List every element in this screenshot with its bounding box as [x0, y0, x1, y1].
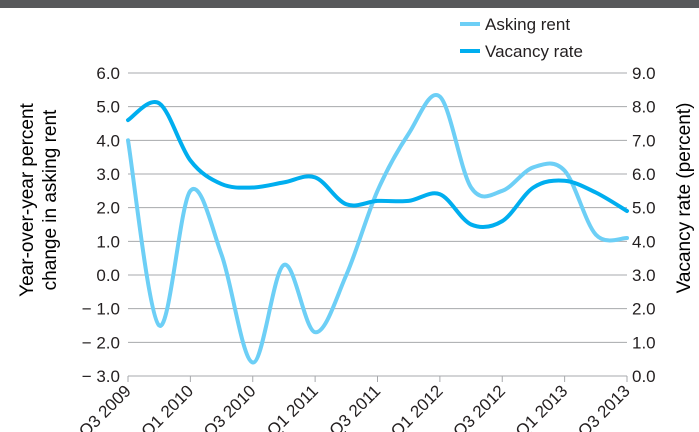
x-tick-label: Q1 2012 [387, 381, 447, 432]
right-y-tick-label: 8.0 [632, 98, 656, 117]
x-tick-label: Q1 2010 [138, 381, 198, 432]
left-y-tick-label: − 1.0 [82, 300, 120, 319]
x-tick-label: Q1 2011 [263, 381, 322, 432]
x-tick-label: Q3 2013 [574, 381, 634, 432]
series-lines [126, 92, 629, 365]
right-y-tick-label: 6.0 [632, 165, 656, 184]
x-axis-ticks: Q3 2009 Q1 2010 Q3 2010 Q1 2011 Q3 2011 Q1 20… [75, 376, 634, 432]
left-y-tick-label: 5.0 [96, 98, 120, 117]
legend-label-asking-rent: Asking rent [485, 15, 570, 34]
right-y-tick-label: 2.0 [632, 300, 656, 319]
top-rule [0, 0, 699, 8]
right-y-tick-label: 7.0 [632, 131, 656, 150]
left-y-tick-label: − 3.0 [82, 367, 120, 386]
legend-label-vacancy-rate: Vacancy rate [485, 42, 583, 61]
series-line-asking-rent [126, 92, 629, 365]
x-tick-label: Q3 2009 [75, 381, 135, 432]
x-tick-label: Q1 2013 [512, 381, 572, 432]
left-y-tick-label: 6.0 [96, 64, 120, 83]
left-y-tick-label: 1.0 [96, 232, 120, 251]
right-y-tick-label: 9.0 [632, 64, 656, 83]
x-tick-label: Q3 2012 [450, 381, 510, 432]
right-axis-title: Vacancy rate (percent) [674, 103, 695, 294]
x-tick-label: Q3 2011 [326, 381, 385, 432]
left-axis-title-line-2: change in asking rent [40, 109, 61, 290]
left-y-tick-label: 4.0 [96, 131, 120, 150]
left-axis-title-line-1: Year-over-year percent [17, 102, 38, 296]
gridlines [128, 72, 627, 377]
left-y-tick-label: 2.0 [96, 199, 120, 218]
right-y-tick-label: 4.0 [632, 232, 656, 251]
series-line-vacancy-rate [126, 100, 629, 230]
x-tick-label: Q3 2010 [200, 381, 260, 432]
left-y-axis-ticks: 6.0 5.0 4.0 3.0 2.0 1.0 0.0 − 1.0 − 2.0 − 3.0 [82, 64, 120, 386]
right-y-tick-label: 0.0 [632, 367, 656, 386]
left-y-tick-label: − 2.0 [82, 333, 120, 352]
right-y-axis-ticks: 9.0 8.0 7.0 6.0 5.0 4.0 3.0 2.0 1.0 0.0 [632, 64, 656, 386]
legend: Asking rent Vacancy rate [460, 15, 583, 61]
right-y-tick-label: 5.0 [632, 199, 656, 218]
left-y-tick-label: 0.0 [96, 266, 120, 285]
right-y-tick-label: 1.0 [632, 333, 656, 352]
left-y-tick-label: 3.0 [96, 165, 120, 184]
right-y-tick-label: 3.0 [632, 266, 656, 285]
